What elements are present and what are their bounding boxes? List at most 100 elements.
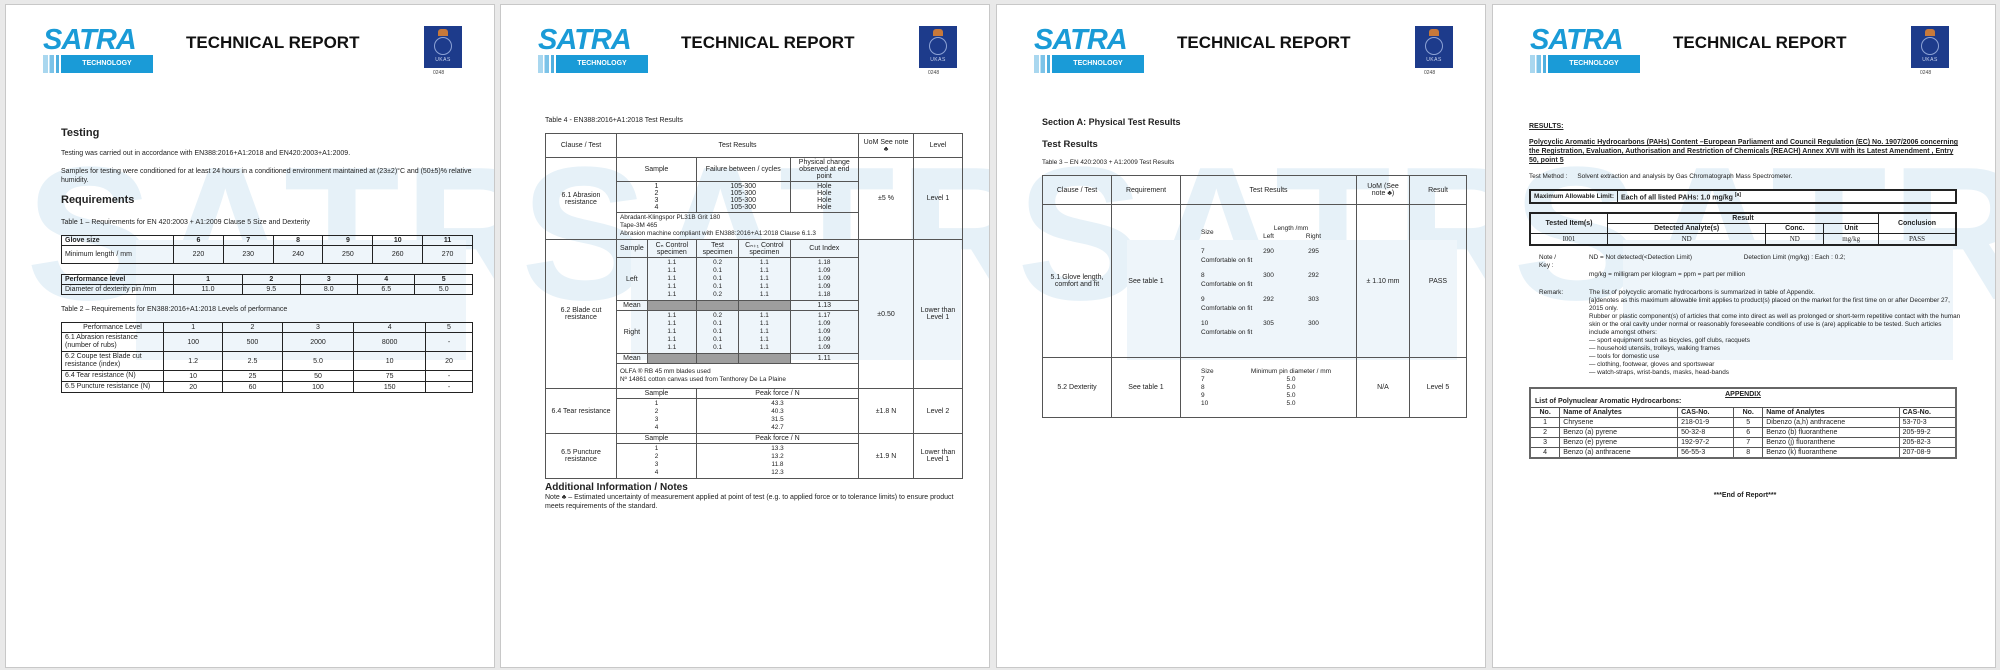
header-level: Level <box>913 133 963 158</box>
table-cell: Benzo (k) fluoranthene <box>1762 447 1900 459</box>
left-test: 0.2 0.1 0.1 0.1 0.2 <box>695 257 740 301</box>
puncture-uom: ±1.9 N <box>858 433 914 479</box>
table-cell: 192-97-2 <box>1677 437 1735 449</box>
logo-bars <box>1530 55 1546 73</box>
table-row: 6.4 Tear resistance (N) 10 25 50 75- <box>61 370 473 382</box>
table-cell: 5 <box>425 322 473 333</box>
table-row: 6.4 Tear resistance Sample Peak force / … <box>545 388 963 434</box>
logo-bars <box>1034 55 1050 73</box>
section-heading: Section A: Physical Test Results <box>1042 117 1181 127</box>
ukas-label: UKAS <box>930 57 946 63</box>
length-uom: ± 1.10 mm <box>1356 204 1410 358</box>
table-row: Performance level 1 2 3 4 5 <box>61 274 473 285</box>
table-cell: 60 <box>222 381 283 393</box>
table-cell: 8.0 <box>299 284 359 295</box>
header-test-results: Test Results <box>1180 175 1357 205</box>
logo-subtext: TECHNOLOGY <box>1052 55 1144 73</box>
table-cell: 5.0 <box>414 284 473 295</box>
table-cell: 270 <box>422 245 473 264</box>
length-row: 7 290 295 Comfortable on fit <box>1201 247 1336 265</box>
table-cell: 10 <box>162 370 224 382</box>
col-unit: Unit <box>1823 223 1879 235</box>
note-content: ND = Not detected(<Detection Limit) Dete… <box>1589 254 1961 279</box>
logo-bars <box>43 55 59 73</box>
table-cell: 25 <box>222 370 283 382</box>
table-row: 5.2 Dexterity See table 1 Size Minimum p… <box>1042 357 1467 418</box>
table-cell: mg/kg <box>1823 233 1879 246</box>
col-sample: Sample <box>616 239 648 258</box>
table-cell: 1 <box>162 322 224 333</box>
table-cell: 11.0 <box>172 284 244 295</box>
abrasion-level: Level 1 <box>913 157 963 240</box>
appendix-table: APPENDIX List of Polynuclear Aromatic Hy… <box>1529 387 1957 460</box>
col-cn-control: Cₙ Control specimen <box>646 239 697 258</box>
table-header-row: No. Name of Analytes CAS-No. No. Name of Ana… <box>1529 407 1957 419</box>
appendix-title-cell: APPENDIX List of Polynuclear Aromatic Hy… <box>1529 387 1957 409</box>
col-test-specimen: Test specimen <box>695 239 740 258</box>
appendix-title: APPENDIX <box>1725 391 1761 399</box>
mean-label: Mean <box>616 300 648 311</box>
right-cn1: 1.1 1.1 1.1 1.1 1.1 <box>738 310 791 354</box>
table-cell: 75 <box>353 370 426 382</box>
clause-abrasion: 6.1 Abrasion resistance <box>545 157 617 240</box>
blade-notes: OLFA ® RB 45 mm blades used Nº 14861 cot… <box>616 363 859 389</box>
test-method-label: Test Method : <box>1529 173 1568 180</box>
satra-logo: SATRA TECHNOLOGY <box>1034 25 1144 75</box>
ukas-number: 0248 <box>433 70 445 76</box>
testing-paragraph-1: Testing was carried out in accordance wi… <box>61 150 351 157</box>
table-row: APPENDIX List of Polynuclear Aromatic Hy… <box>1529 387 1957 409</box>
clause-length: 5.1 Glove length, comfort and fit <box>1042 204 1112 358</box>
ukas-label: UKAS <box>1426 57 1442 63</box>
table-cell: 1.2 <box>162 351 224 371</box>
table-cell: 6 <box>173 235 224 246</box>
ukas-number: 0248 <box>1424 70 1436 76</box>
ukas-badge-icon: UKAS <box>1911 26 1949 68</box>
table-cell: 6.5 <box>356 284 416 295</box>
length-results: Size Length /mm Left Right 7 290 295 Comfor… <box>1180 204 1357 358</box>
table-cell: 7 <box>1733 437 1764 449</box>
table1-caption: Table 1 – Requirements for EN 420:2003 +… <box>61 219 310 226</box>
notes-block: Note / Key : ND = Not detected(<Detectio… <box>1529 254 1961 377</box>
abrasion-samples: 1 2 3 4 <box>616 181 697 213</box>
logo-text: SATRA <box>1530 24 1624 56</box>
ukas-ring-icon <box>434 37 452 55</box>
col-physical-change: Physical change observed at end point <box>789 157 860 182</box>
table-cell: 8000 <box>353 332 426 352</box>
testing-paragraph-2: Samples for testing were conditioned for… <box>61 168 472 184</box>
testing-heading: Testing <box>61 127 100 139</box>
length-size: 8 <box>1201 272 1205 279</box>
logo-subtext: TECHNOLOGY <box>61 55 153 73</box>
col-size: Size <box>1201 229 1214 236</box>
table-row: 6.5 Puncture resistance Sample Peak forc… <box>545 433 963 479</box>
ukas-number: 0248 <box>928 70 940 76</box>
dexterity-pins: 5.0 5.0 5.0 5.0 <box>1286 375 1296 407</box>
remark-line: — household utensils, trolleys, walking … <box>1589 345 1721 353</box>
header-result: Result <box>1409 175 1467 205</box>
table-cell: Diameter of dexterity pin /mm <box>61 284 174 295</box>
table-cell: ND <box>1606 233 1767 246</box>
table-cell: Benzo (b) fluoranthene <box>1762 427 1900 439</box>
col-sample: Sample <box>616 388 697 399</box>
right-index: 1.17 1.09 1.09 1.09 1.09 <box>789 310 860 354</box>
puncture-samples: 1 2 3 4 <box>616 443 697 479</box>
puncture-forces: 13.3 13.2 11.8 12.3 <box>695 443 860 479</box>
table-cell: Minimum length / mm <box>61 245 174 264</box>
limit-label: Maximum Allowable Limit: <box>1529 189 1618 204</box>
table-cell: I001 <box>1529 233 1608 246</box>
left-mean: 1.13 <box>789 300 860 311</box>
table4-caption: Table 4 - EN388:2016+A1:2018 Test Result… <box>545 117 683 124</box>
shaded-cell <box>695 353 740 364</box>
results-heading: RESULTS: <box>1529 123 1564 130</box>
note-nd: ND = Not detected(<Detection Limit) <box>1589 254 1693 262</box>
page-2: SATRA SATRA TECHNOLOGY TECHNICAL REPORT … <box>500 4 990 668</box>
header-clause: Clause / Test <box>545 133 617 158</box>
right-label: Right <box>616 310 648 354</box>
pah-title: Polycyclic Aromatic Hydrocarbons (PAHs) … <box>1529 139 1959 164</box>
table-cell: 240 <box>272 245 324 264</box>
table-cell: Dibenzo (a,h) anthracene <box>1762 417 1900 429</box>
table-cell: 20 <box>162 381 224 393</box>
left-cn1: 1.1 1.1 1.1 1.1 1.1 <box>738 257 791 301</box>
tear-level: Level 2 <box>913 388 963 434</box>
right-mean: 1.11 <box>789 353 860 364</box>
length-right: 303 <box>1308 296 1319 303</box>
